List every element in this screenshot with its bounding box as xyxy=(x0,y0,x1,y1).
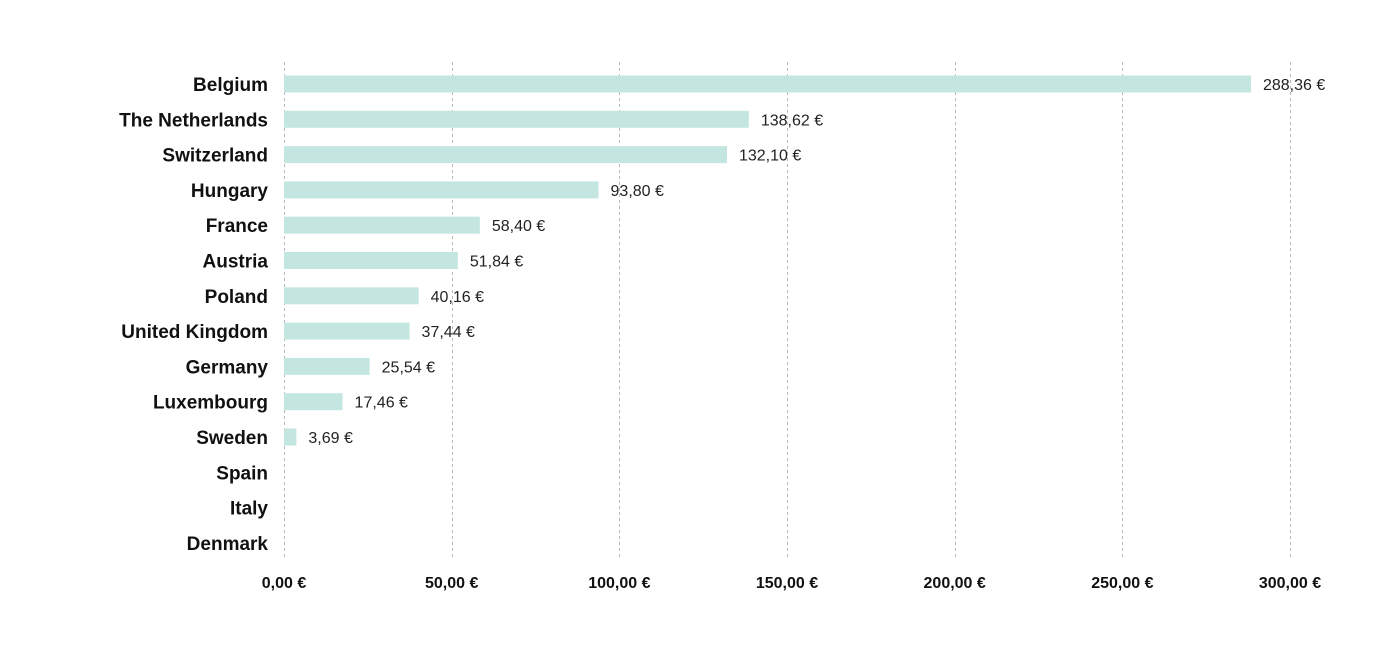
bar xyxy=(284,110,749,128)
data-label: 3,69 € xyxy=(308,430,353,447)
bar xyxy=(284,428,297,446)
category-label: Sweden xyxy=(196,428,268,449)
x-tick-label: 250,00 € xyxy=(1091,575,1153,592)
category-label: Belgium xyxy=(193,75,268,96)
bar xyxy=(284,146,727,164)
gridlines xyxy=(284,62,1291,560)
data-label: 132,10 € xyxy=(739,148,801,165)
bar xyxy=(284,287,419,305)
category-label: Switzerland xyxy=(162,146,268,167)
category-labels: Belgium The Netherlands Switzerland Hungary… xyxy=(119,75,268,555)
x-tick-label: 50,00 € xyxy=(425,575,478,592)
category-label: France xyxy=(206,216,268,237)
x-tick-label: 150,00 € xyxy=(756,575,818,592)
data-label: 37,44 € xyxy=(422,324,475,341)
value-labels: 288,36 € 138,62 € 132,10 € 93,80 € 58,40 € 51… xyxy=(308,77,1325,447)
bar xyxy=(284,216,480,234)
data-label: 138,62 € xyxy=(761,112,823,129)
bar xyxy=(284,357,370,375)
category-label: Poland xyxy=(205,287,268,308)
bar xyxy=(284,252,458,269)
category-label: Spain xyxy=(216,463,268,484)
x-tick-label: 200,00 € xyxy=(924,575,986,592)
x-tick-label: 300,00 € xyxy=(1259,575,1321,592)
x-tick-label: 0,00 € xyxy=(262,575,307,592)
category-label: Germany xyxy=(186,357,269,378)
category-label: Austria xyxy=(203,252,269,273)
bar xyxy=(284,181,599,199)
data-label: 40,16 € xyxy=(431,289,484,306)
x-tick-label: 100,00 € xyxy=(588,575,650,592)
data-label: 17,46 € xyxy=(355,395,408,412)
data-label: 93,80 € xyxy=(611,183,664,200)
category-label: Hungary xyxy=(191,181,269,202)
bar xyxy=(284,393,343,411)
bars xyxy=(284,75,1251,446)
category-label: The Netherlands xyxy=(119,110,268,131)
data-label: 51,84 € xyxy=(470,254,523,271)
data-label: 288,36 € xyxy=(1263,77,1325,94)
category-label: Italy xyxy=(230,499,268,520)
category-label: Luxembourg xyxy=(153,393,268,414)
x-axis-tick-labels: 0,00 € 50,00 € 100,00 € 150,00 € 200,00 € 250… xyxy=(262,575,1321,592)
data-label: 58,40 € xyxy=(492,218,545,235)
bar xyxy=(284,322,410,340)
data-label: 25,54 € xyxy=(382,359,435,376)
category-label: United Kingdom xyxy=(121,322,268,343)
bar xyxy=(284,75,1251,93)
category-label: Denmark xyxy=(187,534,269,555)
